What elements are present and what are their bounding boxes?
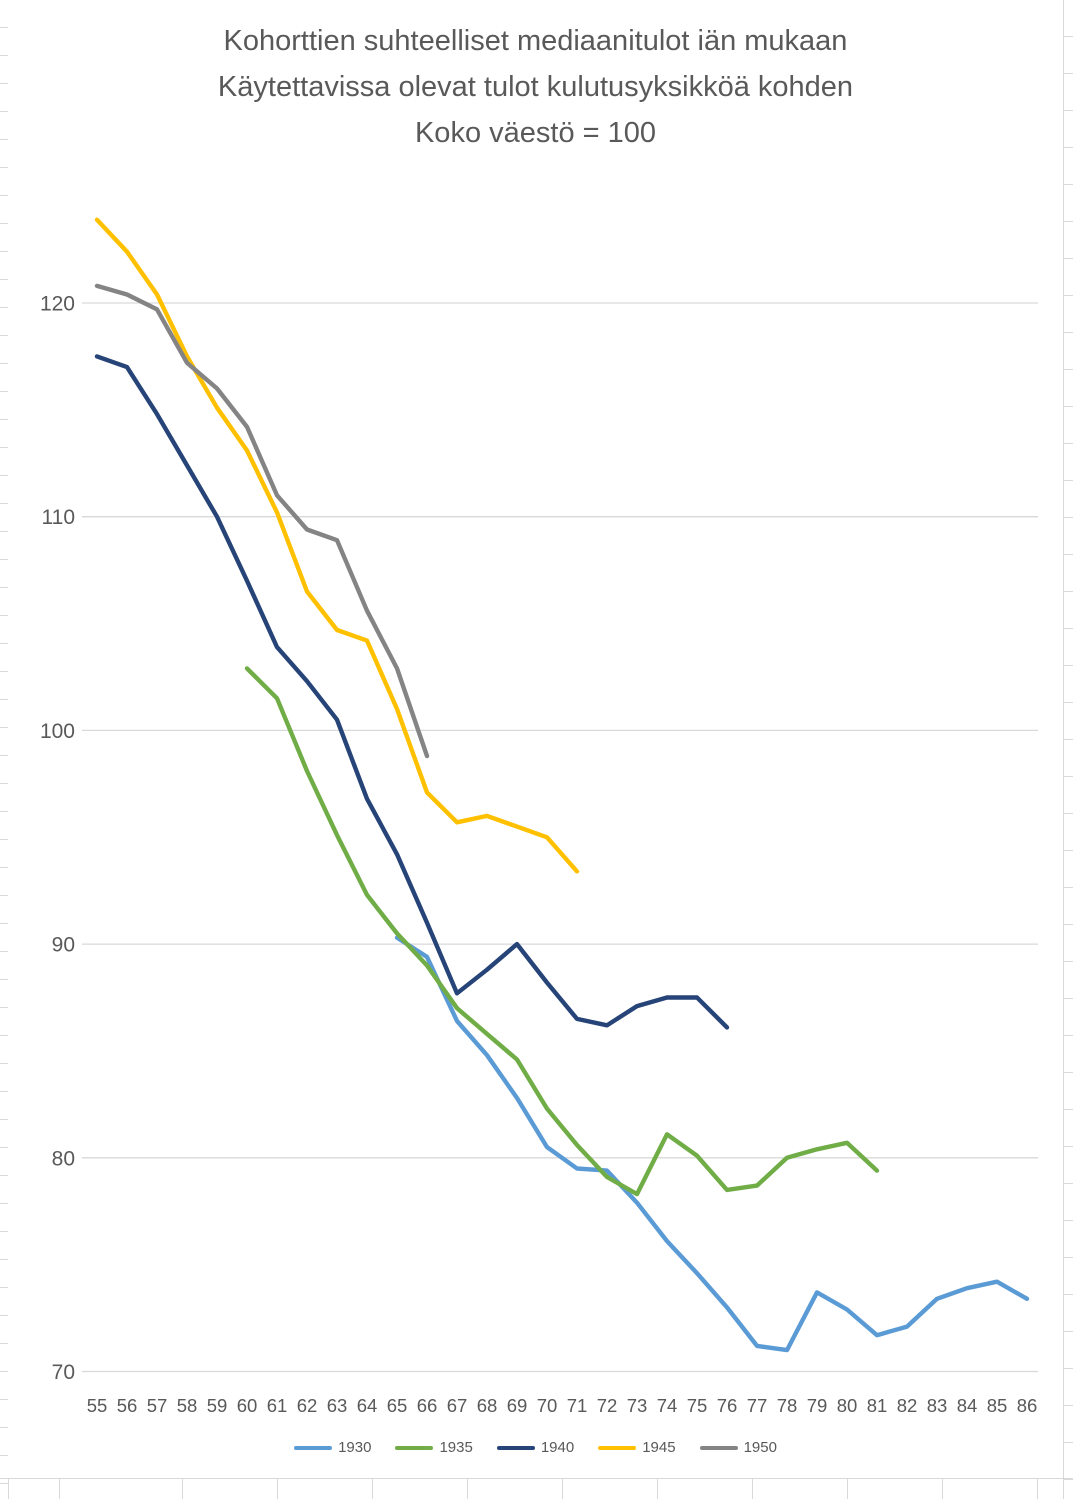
legend-swatch-1945 [598,1445,637,1450]
x-axis-label-58: 58 [177,1395,198,1416]
x-axis-label-64: 64 [357,1395,378,1416]
x-axis-label-73: 73 [627,1395,648,1416]
y-axis-label-120: 120 [40,293,75,316]
y-axis-label-110: 110 [42,506,75,529]
x-axis-label-56: 56 [117,1395,138,1416]
x-axis-label-59: 59 [207,1395,228,1416]
legend-item-1950: 1950 [699,1439,777,1456]
x-axis-label-76: 76 [717,1395,738,1416]
series-line-1935 [244,666,880,1197]
chart-area [8,0,1063,1478]
legend-swatch-1935 [395,1445,434,1450]
legend-label-1930: 1930 [338,1439,372,1456]
y-axis-label-90: 90 [52,934,75,957]
x-axis-label-70: 70 [537,1395,558,1416]
x-axis-label-74: 74 [657,1395,678,1416]
gridlines [82,302,1038,1373]
legend-label-1945: 1945 [642,1439,676,1456]
x-axis-label-82: 82 [897,1395,918,1416]
legend-item-1935: 1935 [395,1439,473,1456]
y-axis-label-80: 80 [52,1147,75,1170]
series-line-1950 [94,283,430,759]
series-lines [94,217,1030,1353]
y-axis-label-100: 100 [40,720,75,743]
legend-label-1950: 1950 [743,1439,777,1456]
legend-swatch-1940 [496,1445,535,1450]
x-axis-label-79: 79 [807,1395,828,1416]
chart-title-line-2: Käytettavissa olevat tulot kulutusyksikk… [217,71,854,103]
chart-title-line-3: Koko väestö = 100 [414,117,657,149]
chart-title-line-1: Kohorttien suhteelliset mediaanitulot iä… [223,25,848,57]
x-axis-label-63: 63 [327,1395,348,1416]
legend-swatch-1950 [699,1445,738,1450]
x-axis-label-65: 65 [387,1395,408,1416]
x-axis-labels: 55 56 57 58 59 60 61 62 63 64 65 66 67 68 69 70 71 72 73 74… [87,1395,1038,1416]
y-axis-label-70: 70 [52,1361,75,1384]
x-axis-label-72: 72 [597,1395,618,1416]
legend-label-1940: 1940 [540,1439,575,1456]
x-axis-label-55: 55 [87,1395,108,1416]
y-axis-labels: 120 110 100 90 80 70 [40,293,75,1385]
x-axis-label-62: 62 [297,1395,318,1416]
x-axis-label-67: 67 [447,1395,468,1416]
x-axis-label-75: 75 [687,1395,708,1416]
spreadsheet-grid-right [1063,0,1073,1499]
legend-swatch-1930 [294,1445,333,1450]
x-axis-label-83: 83 [927,1395,948,1416]
x-axis-label-66: 66 [417,1395,438,1416]
x-axis-label-68: 68 [477,1395,498,1416]
chart-title: Kohorttien suhteelliset mediaanitulot iä… [8,18,1063,156]
x-axis-label-71: 71 [567,1395,588,1416]
x-axis-label-86: 86 [1017,1395,1038,1416]
x-axis-label-84: 84 [957,1395,978,1416]
spreadsheet-grid-bottom [0,1478,1073,1499]
legend-item-1940: 1940 [496,1439,575,1456]
x-axis-label-81: 81 [867,1395,888,1416]
x-axis-label-77: 77 [747,1395,768,1416]
series-line-1940 [94,354,730,1030]
x-axis-label-61: 61 [267,1395,288,1416]
x-axis-label-85: 85 [987,1395,1008,1416]
x-axis-label-60: 60 [237,1395,258,1416]
x-axis-label-57: 57 [147,1395,168,1416]
legend-label-1935: 1935 [439,1439,473,1456]
legend-item-1945: 1945 [598,1439,676,1456]
legend-item-1930: 1930 [294,1439,371,1456]
x-axis-label-69: 69 [507,1395,528,1416]
chart-legend: 1930 1935 1940 1945 1950 [8,1439,1063,1456]
x-axis-label-78: 78 [777,1395,798,1416]
series-line-1945 [94,217,580,874]
x-axis-label-80: 80 [837,1395,858,1416]
series-line-1930 [394,935,1030,1353]
